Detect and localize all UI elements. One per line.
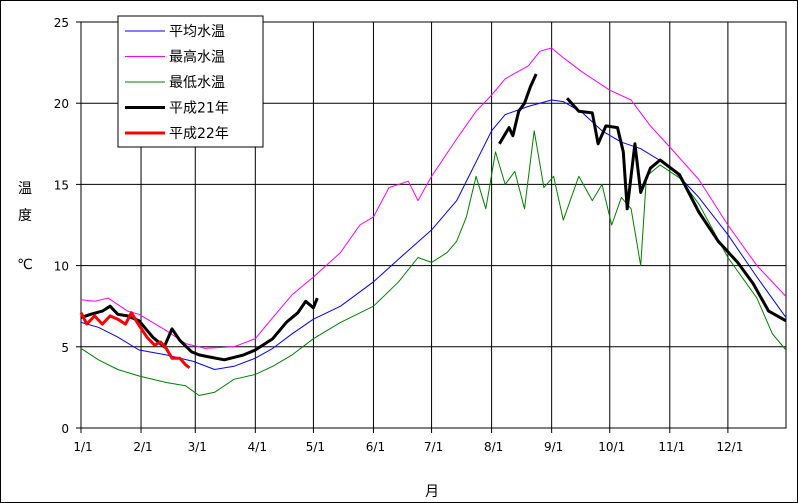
series-line-2 — [80, 47, 787, 349]
y-axis-ticks: 0 5 10 15 20 25 — [54, 16, 81, 436]
x-tick-label: 2/1 — [133, 440, 152, 454]
x-tick-label: 9/1 — [544, 440, 563, 454]
legend-label: 平成21年 — [169, 101, 229, 117]
x-axis-ticks: 1/1 2/1 3/1 4/1 5/1 6/1 7/1 8/1 9/1 10/1 11/1 12/1 — [73, 428, 743, 454]
x-tick-label: 12/1 — [716, 440, 743, 454]
y-tick-label: 0 — [61, 422, 69, 436]
x-tick-label: 3/1 — [188, 440, 207, 454]
legend-label: 最低水温 — [169, 75, 225, 91]
x-tick-label: 6/1 — [366, 440, 385, 454]
series-line-4 — [80, 297, 319, 362]
series-line-3 — [80, 130, 787, 396]
y-tick-label: 15 — [54, 178, 69, 192]
y-axis-label-char: 度 — [18, 208, 32, 224]
series-line-7 — [79, 311, 191, 370]
x-tick-label: 11/1 — [658, 440, 685, 454]
y-tick-label: 20 — [54, 97, 69, 111]
y-axis-label-char: 温 — [18, 181, 32, 197]
y-tick-label: 5 — [61, 341, 69, 355]
x-tick-label: 4/1 — [248, 440, 267, 454]
x-tick-label: 10/1 — [598, 440, 625, 454]
legend-label: 平均水温 — [169, 24, 225, 40]
x-tick-label: 8/1 — [484, 440, 503, 454]
series-line-6 — [565, 97, 787, 323]
x-tick-label: 7/1 — [424, 440, 443, 454]
y-tick-label: 25 — [54, 16, 69, 30]
y-tick-label: 10 — [54, 260, 69, 274]
y-axis-label: 温度 ℃ — [17, 181, 33, 273]
series-line-5 — [498, 73, 538, 145]
legend-label: 最高水温 — [169, 49, 225, 66]
legend-label: 平成22年 — [169, 126, 229, 142]
y-axis-label-char: ℃ — [17, 257, 33, 273]
x-tick-label: 1/1 — [73, 440, 92, 454]
series-layer — [79, 47, 787, 396]
x-axis-label: 月 — [425, 484, 439, 500]
x-tick-label: 5/1 — [306, 440, 325, 454]
series-line-1 — [80, 99, 787, 370]
